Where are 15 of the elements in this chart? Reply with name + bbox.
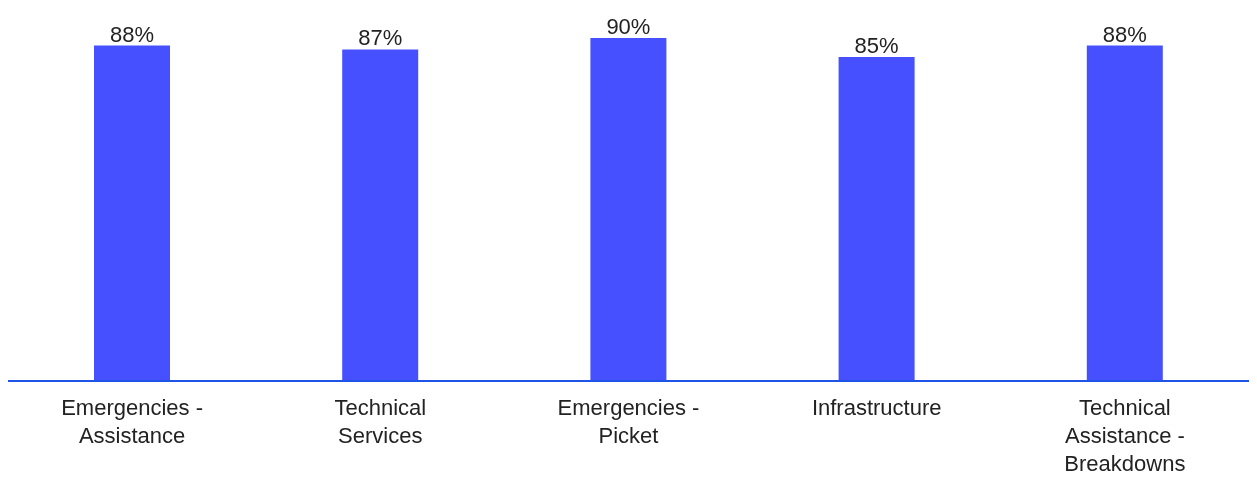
bar xyxy=(838,57,915,381)
bar xyxy=(1086,45,1163,381)
data-label: 85% xyxy=(854,33,899,59)
bar xyxy=(342,49,419,381)
x-tick-label: Technical Services xyxy=(334,394,427,448)
x-tick-label: Infrastructure xyxy=(811,394,942,420)
x-tick-label: Emergencies - Picket xyxy=(557,394,700,448)
bar xyxy=(94,45,170,381)
data-label: 88% xyxy=(1102,21,1147,47)
x-tick-label: Emergencies - Assistance xyxy=(61,394,204,448)
x-tick-label: Technical Assistance - Breakdowns xyxy=(1064,394,1186,476)
data-label: 88% xyxy=(109,21,155,47)
data-label: 90% xyxy=(606,14,651,39)
bar xyxy=(590,38,667,381)
data-label: 87% xyxy=(358,25,403,51)
